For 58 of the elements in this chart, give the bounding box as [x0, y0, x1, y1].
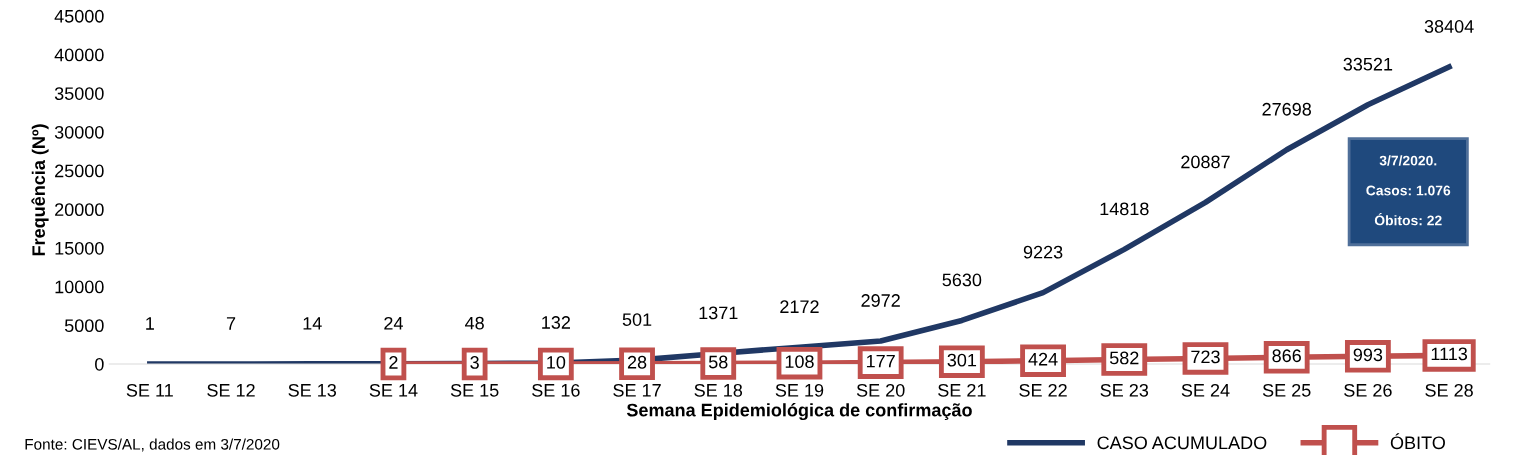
- data-label: 38404: [1424, 20, 1474, 33]
- data-label: 5630: [942, 273, 982, 287]
- x-tick-label: SE 15: [450, 383, 499, 397]
- data-label: 424: [1028, 352, 1058, 366]
- data-label: 58: [708, 355, 728, 369]
- text: 3/7/2020. Casos: 1.076 Óbitos: 22: [1366, 155, 1451, 226]
- data-label: 48: [465, 316, 484, 330]
- legend-label: ÓBITO: [1390, 433, 1445, 450]
- y-tick-label: 35000: [54, 87, 104, 100]
- x-tick-label: SE 21: [938, 383, 986, 397]
- data-label: 108: [785, 355, 814, 369]
- y-tick-label: 40000: [54, 48, 104, 62]
- data-label: 2172: [780, 300, 819, 313]
- x-tick-label: SE 24: [1181, 383, 1230, 397]
- data-label: 27698: [1262, 102, 1312, 116]
- x-tick-label: SE 16: [532, 383, 580, 397]
- data-label: 9223: [1023, 245, 1063, 259]
- data-label: 14: [303, 317, 322, 330]
- x-tick-label: SE 14: [369, 383, 418, 397]
- data-label: 33521: [1343, 57, 1393, 71]
- y-tick-label: 0: [95, 357, 104, 371]
- data-label: 14818: [1100, 202, 1149, 216]
- data-label: 1113: [1431, 347, 1468, 361]
- data-label: 501: [622, 313, 652, 326]
- legend-label: CASO ACUMULADO: [1097, 436, 1267, 450]
- data-label: 7: [226, 317, 236, 330]
- y-tick-label: 5000: [64, 319, 104, 333]
- data-label: 2: [389, 356, 398, 369]
- data-label: 28: [627, 355, 647, 369]
- data-label: 24: [384, 316, 403, 330]
- y-tick-label: 25000: [55, 164, 104, 178]
- source-note: Fonte: CIEVS/AL, dados em 3/7/2020: [25, 438, 280, 452]
- x-tick-label: SE 17: [613, 383, 661, 397]
- y-tick-label: 30000: [54, 125, 104, 139]
- x-tick-label: SE 18: [694, 383, 743, 397]
- y-tick-label: 10000: [55, 280, 104, 294]
- data-label: 3: [470, 356, 479, 369]
- x-tick-label: SE 23: [1100, 383, 1149, 397]
- data-label: 1: [146, 317, 154, 330]
- data-label: 1371: [699, 306, 738, 320]
- x-tick-label: SE 20: [856, 383, 905, 397]
- x-tick-label: SE 28: [1425, 383, 1473, 397]
- y-tick-label: 20000: [55, 203, 104, 217]
- y-tick-label: 15000: [55, 241, 104, 255]
- x-tick-label: SE 25: [1262, 383, 1311, 397]
- x-tick-label: SE 26: [1344, 383, 1392, 397]
- x-tick-label: SE 11: [126, 383, 173, 397]
- y-axis-title: Frequência (Nº): [31, 124, 49, 256]
- y-tick-label: 45000: [54, 9, 104, 23]
- x-tick-label: SE 22: [1019, 383, 1067, 397]
- data-label: 20887: [1181, 155, 1230, 169]
- data-label: 2972: [861, 294, 900, 307]
- data-label: 10: [547, 355, 566, 369]
- data-label: 132: [542, 316, 570, 329]
- x-tick-label: SE 19: [775, 383, 824, 397]
- x-axis-title: Semana Epidemiológica de confirmação: [626, 403, 972, 421]
- x-tick-label: SE 12: [207, 383, 255, 397]
- x-tick-label: SE 13: [288, 383, 337, 397]
